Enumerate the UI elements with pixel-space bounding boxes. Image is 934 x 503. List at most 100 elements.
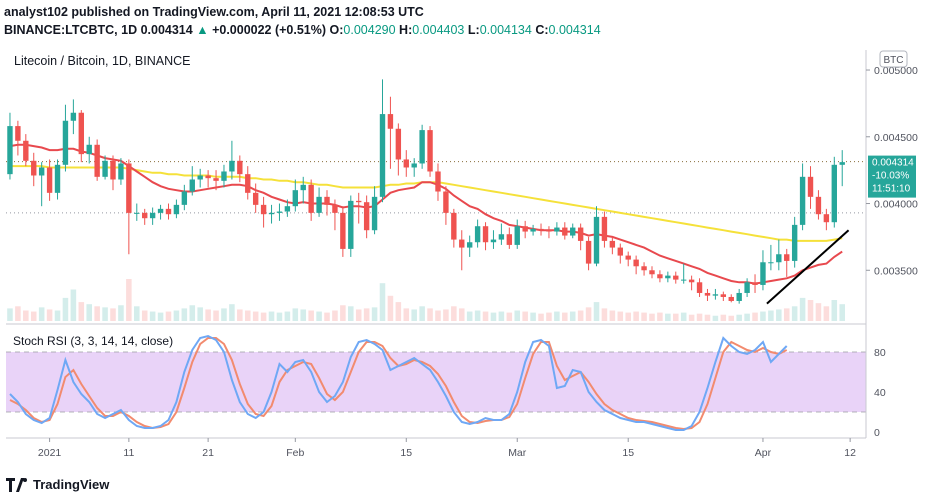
candle-body bbox=[260, 204, 267, 215]
last-price-tag: 0.004314 bbox=[872, 158, 914, 169]
time-tick-label: 2021 bbox=[38, 447, 62, 459]
time-tick-label: Feb bbox=[286, 447, 304, 459]
candle bbox=[427, 126, 433, 177]
candle bbox=[379, 79, 386, 203]
volume-bar bbox=[649, 313, 655, 321]
candle-body bbox=[213, 178, 219, 181]
candle bbox=[419, 124, 425, 169]
candle bbox=[142, 208, 148, 225]
candle-body bbox=[688, 279, 695, 283]
candle bbox=[23, 134, 29, 167]
candle-body bbox=[149, 212, 156, 219]
candle bbox=[522, 220, 528, 239]
candle bbox=[260, 196, 267, 228]
candle-body bbox=[245, 174, 251, 193]
candle-body bbox=[252, 192, 259, 205]
tradingview-brand: TradingView bbox=[33, 477, 110, 492]
candle-body bbox=[490, 239, 497, 243]
candle-body bbox=[308, 184, 314, 213]
volume-bar bbox=[221, 308, 227, 321]
candle bbox=[641, 262, 647, 276]
tradingview-logo[interactable]: TradingView bbox=[6, 477, 109, 492]
candle bbox=[348, 195, 354, 257]
time-tick-label: 12 bbox=[844, 447, 856, 459]
volume-bar bbox=[601, 308, 608, 321]
candle bbox=[46, 159, 53, 201]
candle-body bbox=[221, 171, 227, 181]
candle-body bbox=[570, 227, 576, 236]
volume-bar bbox=[260, 312, 267, 321]
candle bbox=[784, 248, 790, 277]
candle bbox=[149, 207, 156, 225]
candle bbox=[395, 123, 402, 176]
chart-canvas[interactable]: 0.005000 0.004500 0.004000 0.003500 80 40 0 202… bbox=[0, 44, 934, 477]
candle-body bbox=[815, 196, 822, 215]
bar-countdown: 11:51:10 bbox=[872, 184, 911, 195]
candle-body bbox=[673, 275, 679, 280]
volume-bar bbox=[141, 310, 148, 321]
candle-body bbox=[435, 171, 441, 192]
volume-bar bbox=[86, 304, 92, 321]
candle-body bbox=[7, 126, 13, 175]
candle-body bbox=[752, 282, 758, 285]
volume-bar bbox=[324, 312, 330, 321]
volume-bar bbox=[173, 310, 180, 321]
candle-body bbox=[506, 234, 513, 245]
candle bbox=[363, 195, 370, 239]
candle-body bbox=[625, 255, 631, 260]
candle-body bbox=[78, 112, 84, 155]
volume-bar bbox=[554, 311, 560, 321]
volume-bar bbox=[237, 309, 243, 321]
up-triangle-icon: ▲ bbox=[196, 23, 209, 37]
volume-bar bbox=[268, 311, 275, 321]
candle-body bbox=[657, 274, 663, 279]
volume-bar bbox=[506, 312, 513, 321]
candle-body bbox=[134, 212, 140, 214]
candle-body bbox=[118, 163, 124, 180]
candle-body bbox=[38, 167, 45, 176]
price-tick-label: 0.004500 bbox=[874, 132, 918, 144]
candle-body bbox=[46, 167, 53, 193]
volume-bar bbox=[776, 309, 782, 321]
candle-body bbox=[665, 275, 671, 279]
volume-bar bbox=[149, 311, 156, 321]
candle bbox=[688, 275, 695, 291]
volume-bar bbox=[823, 306, 830, 321]
volume-bar bbox=[126, 279, 132, 321]
volume-bar bbox=[585, 307, 592, 321]
time-tick-label: 11 bbox=[123, 447, 134, 459]
candle-body bbox=[720, 294, 727, 297]
candle-body bbox=[189, 179, 195, 192]
candle bbox=[554, 222, 560, 236]
candle-body bbox=[482, 226, 489, 243]
volume-bar bbox=[672, 313, 679, 321]
candle-body bbox=[94, 144, 100, 177]
volume-bar bbox=[244, 310, 251, 321]
candle bbox=[324, 190, 330, 216]
candle bbox=[268, 204, 275, 224]
price-tick-label: 0.004000 bbox=[874, 199, 918, 211]
volume-bar bbox=[768, 310, 774, 321]
candle-body bbox=[197, 175, 203, 180]
candle bbox=[609, 236, 616, 255]
candle bbox=[189, 166, 195, 196]
last-price-pct: -10.03% bbox=[872, 171, 909, 182]
volume-bar bbox=[38, 307, 45, 321]
volume-bar bbox=[15, 306, 21, 321]
currency-badge[interactable]: BTC bbox=[879, 50, 908, 68]
stoch-k-line bbox=[9, 334, 788, 431]
volume-bar bbox=[728, 315, 735, 321]
candle-body bbox=[15, 126, 21, 141]
candle bbox=[86, 136, 92, 164]
volume-bar bbox=[562, 312, 568, 321]
candle-body bbox=[760, 262, 766, 285]
volume-bar bbox=[522, 311, 528, 321]
candle-body bbox=[514, 226, 520, 245]
volume-bar bbox=[427, 308, 433, 321]
candle bbox=[221, 164, 227, 188]
high-label: H: bbox=[399, 23, 413, 37]
candle-body bbox=[776, 254, 782, 263]
candle-body bbox=[395, 128, 402, 160]
candle bbox=[411, 158, 417, 177]
candle-body bbox=[791, 224, 798, 261]
